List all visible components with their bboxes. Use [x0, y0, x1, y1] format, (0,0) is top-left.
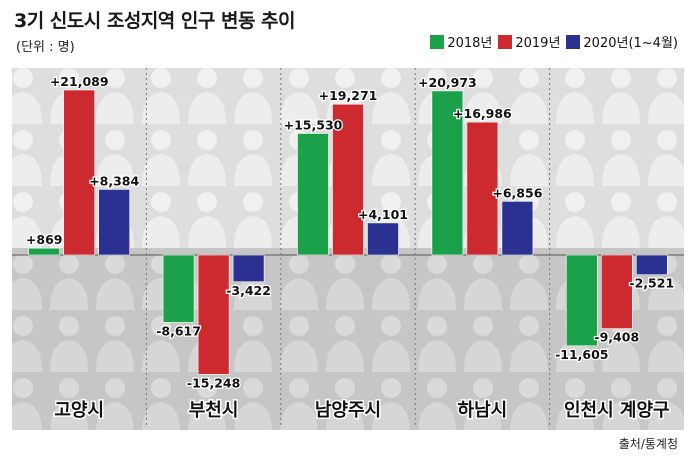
bar-남양주시-2020년(1~4월): [367, 222, 399, 256]
bar-고양시-2019년: [63, 89, 96, 256]
data-label: -11,605: [555, 347, 608, 362]
data-label: +15,530: [284, 117, 343, 132]
category-label: 고양시: [54, 400, 104, 421]
data-label: -3,422: [226, 283, 271, 298]
bar-고양시-2020년(1~4월): [98, 189, 130, 256]
source-note: 출처/통계청: [618, 437, 678, 451]
data-label: -2,521: [629, 276, 674, 291]
legend: 2018년 2019년 2020년(1~4월): [430, 32, 678, 51]
data-label: +16,986: [453, 106, 512, 121]
bar-남양주시-2019년: [332, 103, 364, 256]
category-label: 남양주시: [315, 400, 381, 421]
data-label: +19,271: [319, 88, 378, 103]
data-label: -9,408: [594, 330, 639, 345]
category-label: 부천시: [189, 400, 239, 421]
page-title: 3기 신도시 조성지역 인구 변동 추이: [14, 10, 296, 32]
category-label: 하남시: [458, 400, 508, 421]
bar-하남시-2020년(1~4월): [501, 201, 534, 256]
legend-label-2019: 2019년: [515, 36, 561, 51]
bar-고양시-2018년: [28, 247, 61, 256]
category-label: 인천시 계양구: [564, 400, 670, 421]
legend-label-2020: 2020년(1~4월): [583, 36, 678, 51]
data-label: -15,248: [187, 375, 240, 390]
unit-label: (단위 : 명): [16, 40, 75, 55]
bar-인천시 계양구-2019년: [600, 254, 633, 329]
legend-swatch-2019: [498, 34, 513, 49]
bar-부천시-2020년(1~4월): [232, 254, 265, 283]
legend-swatch-2018: [430, 34, 445, 49]
bar-인천시 계양구-2020년(1~4월): [635, 254, 668, 276]
bar-하남시-2018년: [431, 90, 464, 256]
bar-인천시 계양구-2018년: [565, 254, 598, 347]
data-label: +8,384: [89, 173, 139, 188]
legend-item-2018: 2018년: [430, 32, 492, 51]
data-label: -8,617: [156, 323, 201, 338]
bar-부천시-2019년: [197, 254, 230, 375]
legend-swatch-2020: [566, 34, 581, 49]
legend-item-2020: 2020년(1~4월): [566, 32, 678, 51]
legend-item-2019: 2019년: [498, 32, 560, 51]
bar-하남시-2019년: [466, 121, 499, 256]
bar-부천시-2018년: [162, 254, 195, 323]
legend-label-2018: 2018년: [447, 36, 493, 51]
data-label: +869: [26, 232, 63, 247]
data-label: +6,856: [492, 185, 542, 200]
data-label: +21,089: [50, 74, 109, 89]
data-label: +4,101: [358, 207, 408, 222]
data-label: +20,973: [418, 75, 477, 90]
bar-남양주시-2018년: [297, 133, 329, 256]
